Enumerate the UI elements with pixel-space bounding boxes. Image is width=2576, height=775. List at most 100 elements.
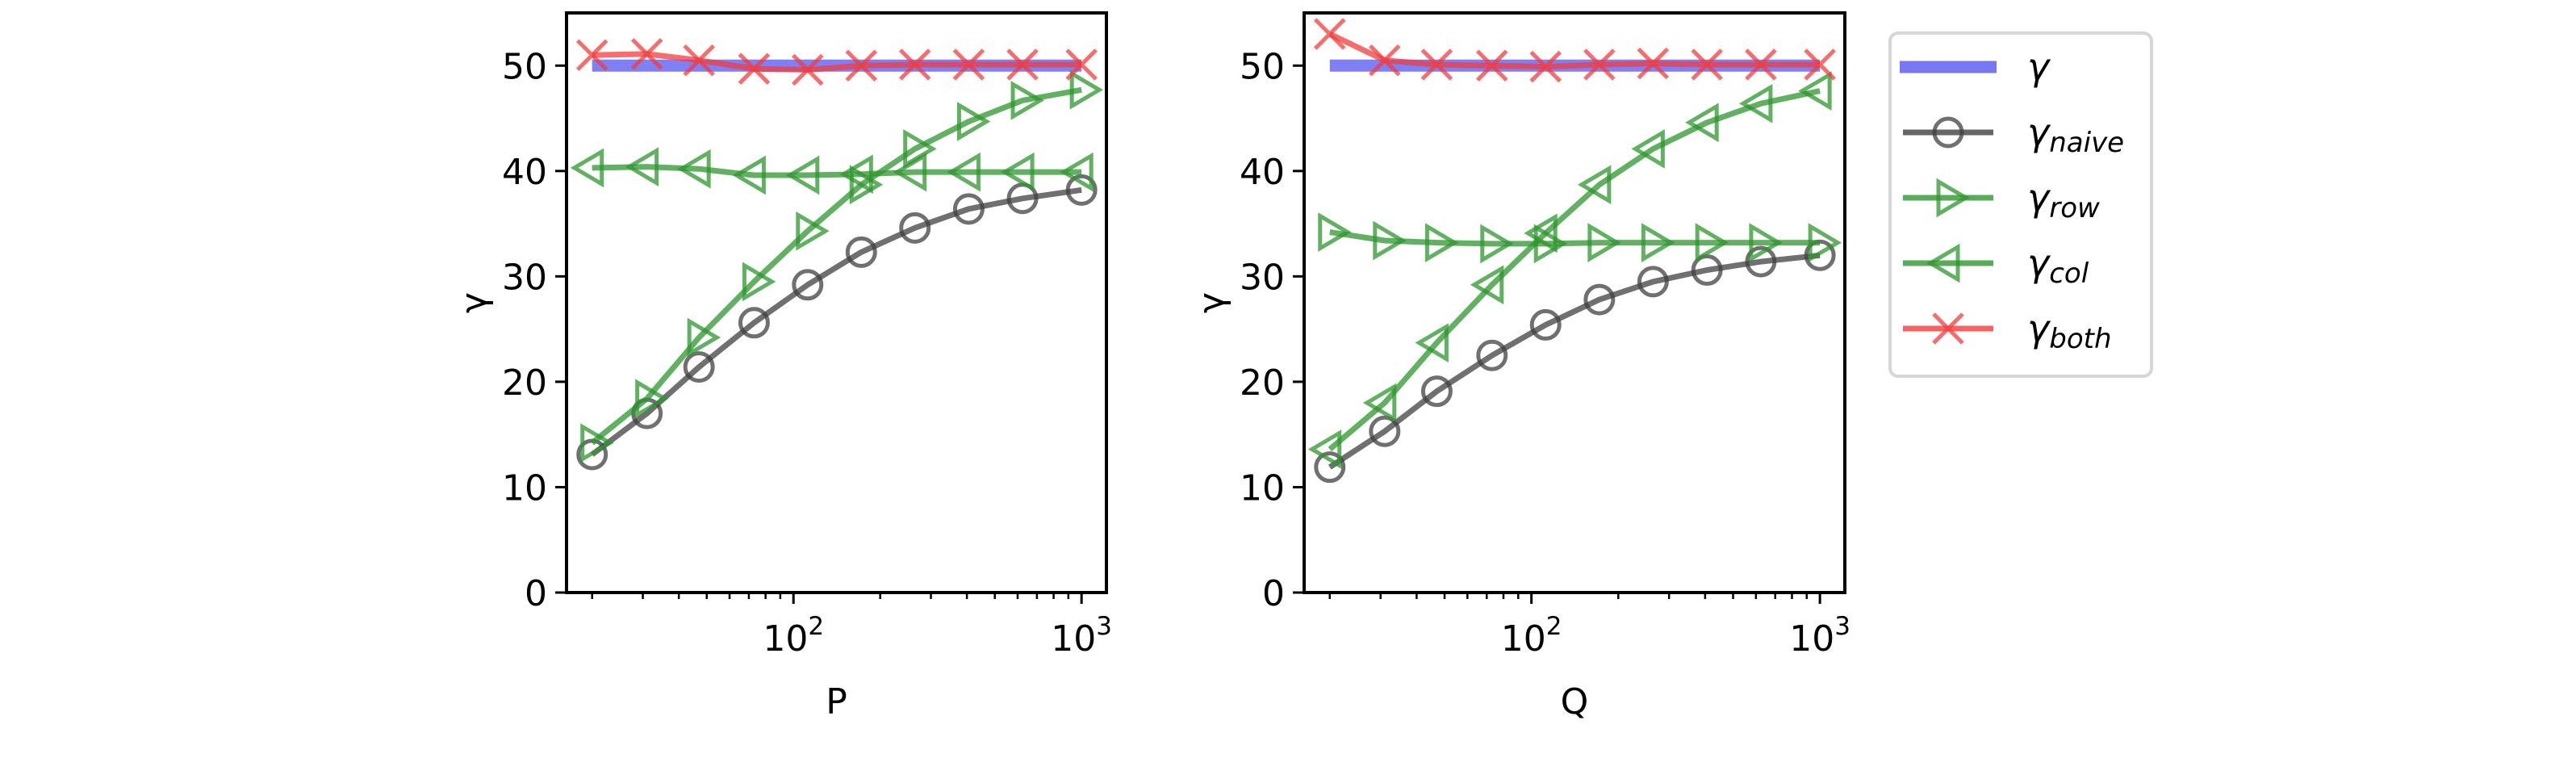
data-point-naive <box>1637 266 1669 298</box>
legend-label-naive: γnaive <box>2027 111 2124 159</box>
data-point-col <box>1415 323 1449 362</box>
left-chart-panel: 0 10 20 30 40 50 102 103 Pγ <box>454 11 1112 723</box>
data-point-naive <box>1583 283 1616 316</box>
data-point-row <box>1010 80 1044 120</box>
y-axis-label: γ <box>454 292 495 313</box>
legend-marker-row <box>1936 178 1970 218</box>
right-chart-panel: 0 10 20 30 40 50 102 103 Qγ <box>1191 11 1850 723</box>
data-point-both <box>1691 48 1723 81</box>
data-point-naive <box>1065 174 1098 206</box>
data-point-row <box>1069 69 1104 110</box>
y-tick-label: 40 <box>502 152 547 193</box>
data-point-col <box>1685 103 1719 143</box>
legend-marker-naive <box>1932 116 1964 149</box>
legend-marker-both <box>1932 312 1964 345</box>
data-point-both <box>1369 44 1401 77</box>
series-line-col <box>1328 88 1821 452</box>
series-both <box>1313 18 1836 83</box>
data-point-naive <box>952 193 985 225</box>
legend-label-row: γrow <box>2027 176 2100 224</box>
series-line-row <box>1329 229 1821 247</box>
y-tick-label: 30 <box>502 257 547 298</box>
series-line-naive <box>1328 252 1821 470</box>
legend-label-col: γcol <box>2027 241 2089 290</box>
data-point-both <box>1006 48 1039 81</box>
data-point-col <box>1362 383 1397 423</box>
y-axis-label: γ <box>1191 292 1232 313</box>
data-point-col <box>677 149 711 189</box>
data-point-both <box>792 53 824 86</box>
legend-entry-col: γcol <box>1903 241 2089 290</box>
data-point-row <box>687 317 721 358</box>
data-point-col <box>1524 213 1558 253</box>
data-point-row <box>956 102 991 141</box>
data-point-row <box>1424 223 1459 262</box>
y-tick-label: 20 <box>1240 362 1285 404</box>
x-axis-label: P <box>826 681 847 723</box>
x-axis-label: Q <box>1561 681 1589 723</box>
y-tick-label: 10 <box>502 467 547 509</box>
data-point-col <box>1631 129 1665 169</box>
data-point-col <box>732 155 766 195</box>
y-tick-label: 40 <box>1240 152 1285 193</box>
data-point-naive <box>1691 254 1723 287</box>
y-tick-label: 10 <box>1240 467 1285 509</box>
series-naive <box>1314 239 1836 484</box>
axes-frame <box>1303 11 1846 594</box>
data-point-naive <box>1529 308 1562 341</box>
data-point-both <box>1065 48 1098 81</box>
legend-entry-both: γboth <box>1903 307 2112 355</box>
x-tick-label: 103 <box>1789 612 1850 660</box>
legend-entry-row: γrow <box>1903 176 2100 224</box>
data-point-both <box>683 44 715 77</box>
data-point-col <box>785 155 820 195</box>
data-point-naive <box>1804 239 1836 271</box>
y-tick-label: 20 <box>502 362 547 404</box>
data-point-col <box>1060 152 1094 192</box>
series-line-naive <box>590 186 1082 457</box>
data-point-naive <box>1745 245 1777 278</box>
x-tick-label: 103 <box>1051 612 1112 660</box>
data-point-row <box>1318 212 1352 252</box>
x-tick-label: 102 <box>1501 612 1562 660</box>
legend-marker-col <box>1926 243 1960 283</box>
series-line-col <box>592 164 1082 178</box>
data-point-naive <box>738 307 770 339</box>
data-point-row <box>1480 224 1514 264</box>
data-point-naive <box>899 212 931 244</box>
series-line-both <box>592 51 1082 73</box>
data-point-naive <box>792 269 824 301</box>
data-point-row <box>635 379 669 419</box>
data-point-col <box>625 147 659 186</box>
data-point-row <box>580 423 614 463</box>
data-point-row <box>1749 223 1783 262</box>
data-point-row <box>742 262 776 302</box>
data-point-col <box>839 154 873 195</box>
data-point-naive <box>1420 375 1453 408</box>
data-point-row <box>1695 223 1729 262</box>
legend-entry-gamma: γ <box>1900 45 2051 89</box>
legend-frame <box>1888 31 2153 378</box>
y-tick-label: 50 <box>1240 46 1285 87</box>
data-point-naive <box>683 351 715 383</box>
data-point-naive <box>1369 415 1401 447</box>
data-point-both <box>1476 49 1508 82</box>
y-tick-label: 30 <box>1240 257 1285 298</box>
data-point-row <box>796 211 830 251</box>
data-point-both <box>1804 48 1836 81</box>
data-point-col <box>570 148 604 188</box>
data-point-col <box>1738 83 1773 124</box>
data-point-col <box>893 152 927 192</box>
series-line-row <box>590 86 1082 446</box>
data-point-both <box>1583 48 1616 81</box>
data-point-naive <box>1314 451 1346 484</box>
data-point-both <box>1745 48 1777 81</box>
legend: γ γnaive γrow γcol γboth <box>1888 31 2153 378</box>
y-tick-label: 0 <box>1262 573 1285 614</box>
data-point-both <box>1420 48 1453 81</box>
axes-frame <box>565 11 1108 594</box>
data-point-both <box>1637 47 1670 80</box>
data-point-both <box>845 49 878 82</box>
data-point-both <box>575 39 608 71</box>
